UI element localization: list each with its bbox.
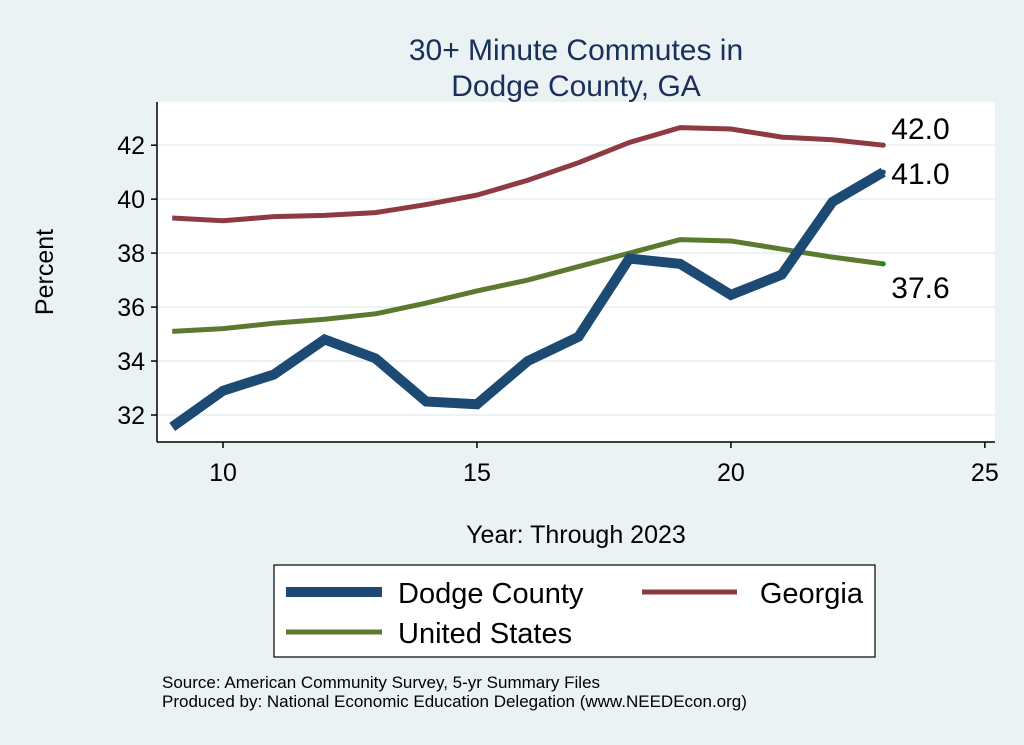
x-tick-label: 15 [463, 459, 491, 487]
legend-box [273, 564, 876, 658]
end-label-dodge-county: 41.0 [891, 158, 949, 191]
y-tick-label: 36 [117, 294, 145, 322]
series-line-dodge-county [169, 167, 886, 431]
producer-note: Produced by: National Economic Education… [162, 692, 747, 711]
chart-title-line-2: Dodge County, GA [451, 70, 701, 103]
legend-label-united-states: United States [398, 618, 572, 650]
series-line-united-states [172, 237, 884, 334]
chart-title-line-1: 30+ Minute Commutes in [409, 34, 743, 67]
series-end-marker [880, 261, 886, 267]
series-end-marker [880, 169, 886, 175]
x-tick-label: 25 [971, 459, 999, 487]
y-tick-label: 34 [117, 348, 145, 376]
x-ticks: 10 15 20 25 [209, 442, 999, 487]
y-tick-label: 40 [117, 186, 145, 214]
y-axis-label: Percent [31, 229, 59, 315]
end-label-georgia: 42.0 [891, 113, 949, 146]
y-tick-label: 38 [117, 240, 145, 268]
legend-label-georgia: Georgia [760, 578, 864, 610]
y-tick-label: 42 [117, 132, 145, 160]
legend: Dodge County Georgia United States [273, 564, 876, 658]
legend-label-dodge-county: Dodge County [398, 578, 584, 610]
y-ticks: 32 34 36 38 40 42 [117, 132, 157, 430]
series-lines [169, 125, 886, 431]
series-end-marker [880, 142, 886, 148]
source-note: Source: American Community Survey, 5-yr … [162, 673, 600, 692]
y-tick-label: 32 [117, 402, 145, 430]
series-line-georgia [172, 125, 884, 224]
x-axis-label: Year: Through 2023 [466, 521, 686, 549]
end-labels: 41.0 42.0 37.6 [880, 113, 950, 305]
x-tick-label: 20 [717, 459, 745, 487]
end-label-united-states: 37.6 [891, 272, 949, 305]
plot-area [157, 102, 995, 442]
x-tick-label: 10 [209, 459, 237, 487]
